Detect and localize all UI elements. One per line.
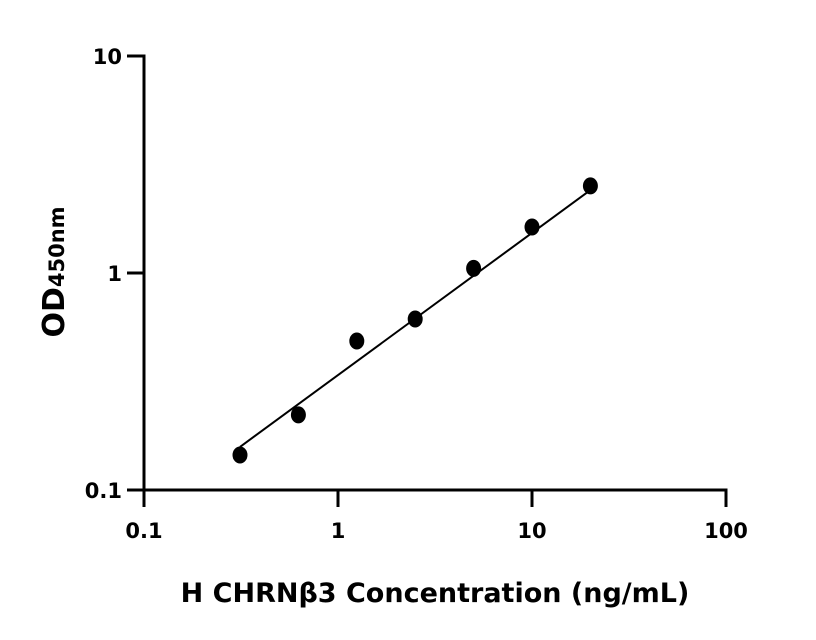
x-tick-label: 100 bbox=[704, 519, 748, 543]
y-tick-label: 10 bbox=[93, 45, 122, 69]
data-point bbox=[582, 177, 598, 195]
y-tick-label: 1 bbox=[107, 262, 122, 286]
axes bbox=[142, 54, 728, 492]
data-point bbox=[349, 332, 365, 350]
y-axis-label-sub: 450nm bbox=[45, 206, 69, 287]
x-tick-label: 0.1 bbox=[125, 519, 162, 543]
y-axis-label: OD450nm bbox=[37, 206, 72, 337]
y-axis-label-main: OD bbox=[37, 287, 72, 337]
x-tick-label: 1 bbox=[331, 519, 346, 543]
data-point bbox=[524, 218, 540, 236]
data-point bbox=[232, 446, 248, 464]
x-tick-label: 10 bbox=[517, 519, 546, 543]
y-tick-label: 0.1 bbox=[85, 479, 122, 503]
data-point bbox=[290, 406, 306, 424]
x-axis-label: H CHRNβ3 Concentration (ng/mL) bbox=[181, 578, 690, 609]
ticks: 0.1 1 10 100 0.1 1 10 bbox=[85, 45, 748, 543]
data-point bbox=[407, 310, 423, 328]
data-points bbox=[232, 177, 598, 464]
data-point bbox=[466, 259, 482, 277]
